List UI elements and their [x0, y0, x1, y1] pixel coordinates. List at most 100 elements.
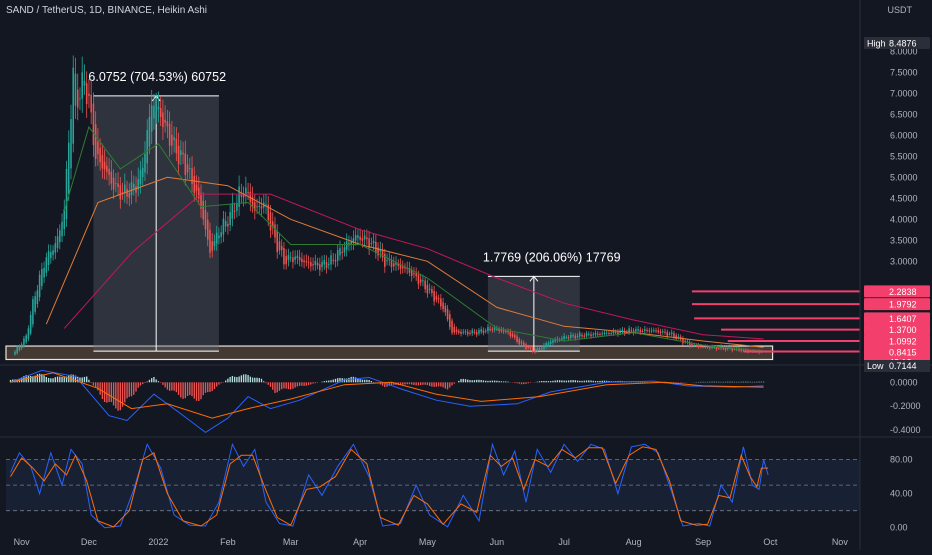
candle-body [455, 329, 458, 332]
candle-body [724, 347, 727, 350]
candle-body [106, 165, 108, 172]
candle-body [545, 343, 547, 347]
candle-body [401, 266, 404, 269]
candle-body [590, 334, 592, 337]
candle-body [285, 256, 287, 265]
candle-body [525, 344, 527, 350]
measure-arrowhead-1 [529, 275, 539, 282]
price-tick-label: 5.0000 [890, 172, 918, 182]
level-tag-3-value: 1.3700 [889, 325, 917, 335]
candle-body [298, 256, 301, 261]
candle-body [500, 329, 503, 332]
candle-body [301, 258, 303, 263]
signal-line [10, 372, 764, 419]
price-tick-label: 3.5000 [890, 235, 918, 245]
candle-body [303, 260, 305, 263]
stoch-tick-label: 0.00 [890, 523, 908, 533]
candle-body [449, 314, 451, 328]
candle-body [413, 273, 415, 275]
candle-body [733, 349, 736, 351]
candle-body [419, 279, 422, 283]
candle-body [691, 344, 693, 347]
candle-body [390, 259, 393, 267]
candle-body [132, 183, 135, 189]
candle-body [88, 93, 90, 97]
candle-body [386, 260, 388, 262]
candle-body [182, 152, 184, 155]
candle-body [146, 130, 148, 164]
candle-body [646, 330, 648, 332]
candle-body [229, 212, 231, 226]
macd-tick-label: -0.2000 [890, 401, 921, 411]
candle-body [325, 262, 328, 269]
candle-body [119, 185, 122, 200]
candle-body [74, 73, 77, 106]
candle-body [549, 341, 552, 344]
candle-body [103, 161, 106, 170]
candle-body [424, 280, 426, 290]
candle-body [231, 202, 234, 219]
candle-body [688, 341, 691, 347]
moving-averages-layer [45, 125, 764, 352]
candle-body [18, 345, 21, 351]
candle-body [128, 192, 131, 198]
candle-body [518, 339, 521, 345]
candle-body [610, 333, 612, 335]
macd-line [10, 369, 764, 434]
candle-body [668, 333, 671, 335]
candle-body [473, 331, 476, 333]
candle-body [706, 346, 709, 348]
candle-body [379, 249, 382, 252]
low-tag-bg [864, 360, 930, 372]
candle-body [632, 330, 635, 333]
candle-body [29, 314, 32, 334]
candle-body [366, 237, 368, 240]
level-tag-2-value: 1.6407 [889, 314, 917, 324]
candle-body [709, 347, 711, 349]
time-tick-label: Dec [81, 537, 98, 547]
time-tick-label: Oct [763, 537, 778, 547]
candle-body [431, 288, 433, 294]
candle-body [238, 186, 240, 207]
candle-body [661, 331, 664, 333]
currency-label[interactable]: USDT [887, 5, 913, 15]
candle-body [653, 330, 655, 332]
low-tag-value: 0.7144 [889, 361, 917, 371]
candle-body [612, 330, 615, 334]
candle-body [256, 206, 258, 208]
candle-body [166, 121, 169, 127]
candle-body [657, 330, 660, 333]
time-tick-label: Sep [695, 537, 711, 547]
candle-body [215, 232, 218, 244]
candle-body [321, 261, 323, 268]
candle-body [722, 347, 725, 349]
candle-body [202, 200, 205, 220]
candle-body [684, 340, 686, 343]
time-tick-label: Mar [283, 537, 299, 547]
macd-tick-label: 0.0000 [890, 377, 918, 387]
time-tick-label: Nov [14, 537, 31, 547]
candle-body [280, 245, 283, 251]
candle-body [516, 336, 518, 343]
candle-body [242, 194, 245, 198]
candle-body [422, 280, 424, 282]
candle-body [276, 230, 279, 253]
candle-body [327, 263, 330, 266]
candle-body [195, 184, 198, 191]
candle-body [130, 181, 133, 196]
candle-body [388, 259, 391, 261]
candle-body [484, 330, 487, 332]
candle-body [41, 268, 43, 286]
candle-body [150, 105, 153, 132]
candle-body [135, 186, 137, 193]
candle-body [464, 331, 467, 333]
candle-body [323, 259, 326, 265]
candle-body [491, 329, 494, 331]
candle-body [433, 291, 435, 302]
candle-body [372, 240, 375, 244]
level-tag-0-value: 2.2838 [889, 287, 917, 297]
candle-body [626, 332, 628, 334]
level-tag-4-bg [864, 335, 930, 348]
candle-body [260, 206, 263, 209]
candle-body [76, 89, 79, 108]
